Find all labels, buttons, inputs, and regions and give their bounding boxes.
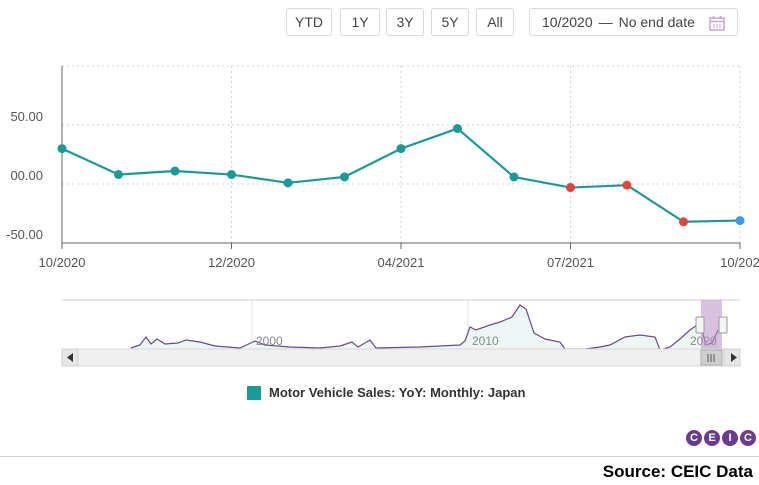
chart-grid	[61, 65, 741, 243]
data-point	[509, 172, 519, 182]
legend-swatch	[247, 385, 261, 400]
data-point	[453, 124, 462, 134]
chart-axes: 50.00 00.00 -50.00 10/2020 12/2020 04/2021 07/…	[6, 66, 759, 270]
range-button-3y[interactable]: 3Y	[386, 8, 424, 36]
navigator-handle-left	[695, 316, 705, 334]
y-tick-label: 00.00	[10, 168, 43, 183]
legend-item[interactable]: Motor Vehicle Sales: YoY: Monthly: Japan	[247, 385, 525, 400]
y-tick-label: 50.00	[10, 109, 43, 124]
range-button-ytd[interactable]: YTD	[286, 8, 332, 36]
range-button-all[interactable]: All	[476, 8, 514, 36]
x-tick-label: 10/2020	[39, 255, 86, 270]
data-point	[622, 180, 632, 190]
navigator-content: 200020102020	[61, 299, 741, 367]
y-tick-label: -50.00	[6, 227, 43, 242]
scroll-left-icon	[67, 353, 73, 362]
data-point	[114, 170, 123, 180]
legend-label: Motor Vehicle Sales: YoY: Monthly: Japan	[269, 385, 526, 400]
logo-letter: C	[740, 430, 756, 446]
range-button-5y[interactable]: 5Y	[431, 8, 469, 36]
data-point	[566, 183, 575, 193]
data-point	[735, 216, 745, 226]
x-tick-label: 10/202	[720, 255, 759, 270]
date-dash: —	[598, 14, 613, 30]
navigator-label: 2010	[472, 334, 499, 348]
x-tick-label: 04/2021	[378, 255, 425, 270]
navigator-line	[130, 304, 719, 351]
source-label: Source: CEIC Data	[602, 462, 753, 481]
data-point	[170, 166, 180, 176]
logo-letter: C	[686, 430, 702, 446]
chart-series	[57, 124, 745, 227]
data-point	[396, 144, 406, 154]
x-tick-label: 12/2020	[208, 255, 255, 270]
calendar-icon	[709, 16, 725, 31]
footer-divider	[0, 456, 759, 457]
data-point	[679, 217, 688, 227]
ceic-logo: C E I C	[686, 430, 756, 446]
navigator-selection	[701, 300, 722, 349]
scroll-right-icon	[731, 353, 737, 362]
date-from: 10/2020	[542, 14, 593, 30]
data-point	[227, 170, 236, 180]
navigator-label: 2000	[256, 334, 283, 348]
data-point	[283, 178, 293, 188]
logo-letter: E	[704, 430, 720, 446]
line-chart: 50.00 00.00 -50.00 10/2020 12/2020 04/2021 07/…	[6, 65, 759, 270]
date-to: No end date	[618, 14, 695, 30]
date-range-picker[interactable]: 10/2020 — No end date	[529, 8, 738, 36]
data-point	[340, 172, 349, 182]
navigator-handle-right	[718, 316, 728, 334]
range-button-1y[interactable]: 1Y	[340, 8, 380, 36]
navigator-scrollbar-track	[61, 348, 741, 367]
range-navigator[interactable]: 200020102020	[0, 295, 759, 375]
navigator-area	[131, 305, 718, 350]
logo-letter: I	[722, 430, 738, 446]
x-tick-label: 07/2021	[547, 255, 594, 270]
data-point	[57, 144, 67, 154]
